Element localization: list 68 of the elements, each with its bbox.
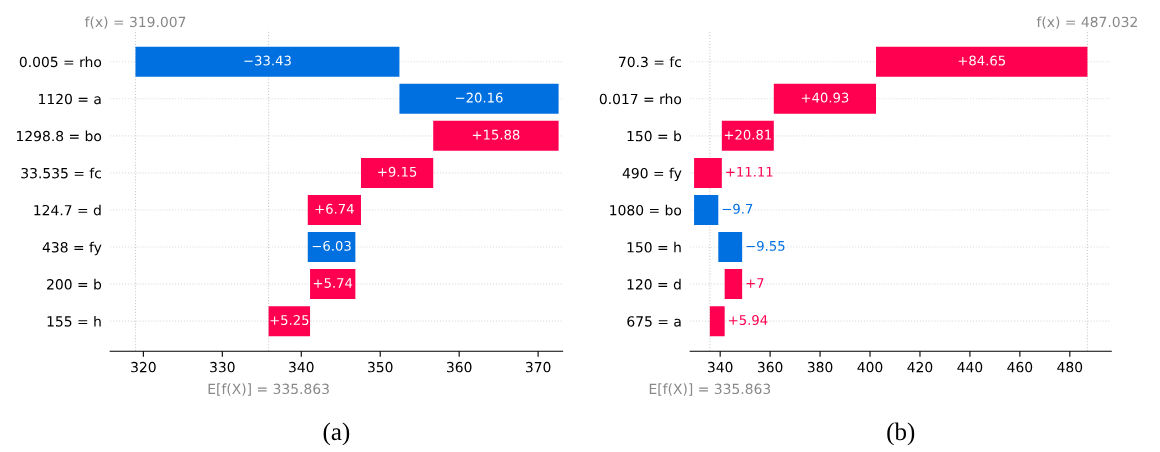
data-label: +15.88	[472, 129, 520, 140]
bar	[433, 120, 559, 151]
ref-line-label: f(x) = 319.007	[84, 16, 186, 29]
y-tick-label: 0.005 = rho	[19, 56, 102, 68]
y-tick-label: 150 = h	[627, 241, 681, 253]
bar	[310, 269, 356, 300]
text: (b)	[887, 422, 915, 446]
ref-line-label: f(x) = 487.032	[1036, 16, 1137, 29]
x-tick-label: 350	[368, 361, 393, 373]
x-tick-label: 360	[446, 361, 472, 373]
bar	[694, 157, 722, 188]
data-label: −9.7	[722, 203, 753, 214]
x-tick-label: 340	[707, 361, 733, 373]
x-tick-label: 420	[907, 361, 933, 373]
y-tick-label: 1298.8 = bo	[17, 130, 102, 142]
data-label: +40.93	[801, 92, 849, 103]
bar	[718, 232, 743, 263]
data-label: +11.11	[726, 166, 773, 177]
bar	[694, 194, 719, 225]
x-tick-label: 330	[210, 361, 235, 373]
y-tick-label: 490 = fy	[622, 167, 682, 182]
data-label: +6.74	[315, 203, 354, 214]
data-label: +84.65	[958, 55, 1005, 66]
data-label: +20.81	[724, 129, 772, 140]
bar	[307, 194, 361, 225]
bar	[307, 232, 356, 263]
y-tick-label: 438 = fy	[42, 241, 102, 256]
y-tick-label: 1080 = bo	[610, 204, 682, 216]
ref-line-label: E[f(X)] = 335.863	[649, 383, 771, 396]
x-tick-label: 340	[289, 361, 314, 373]
bar	[709, 306, 725, 337]
x-tick-label: 360	[757, 361, 783, 373]
y-tick-label: 33.535 = fc	[21, 167, 102, 179]
ref-line-label: E[f(X)] = 335.863	[208, 383, 329, 396]
x-tick-label: 320	[131, 361, 156, 373]
data-label: +9.15	[378, 166, 417, 177]
x-tick-label: 400	[857, 361, 883, 373]
y-tick-label: 70.3 = fc	[619, 56, 682, 68]
x-tick-label: 370	[525, 361, 551, 373]
data-label: +7	[746, 278, 764, 288]
x-tick-label: 440	[957, 361, 983, 373]
y-tick-label: 200 = b	[47, 278, 102, 290]
bar	[724, 269, 743, 300]
y-tick-label: 155 = h	[47, 315, 101, 327]
bar	[360, 157, 434, 188]
bar	[721, 120, 774, 151]
bar	[876, 46, 1088, 77]
x-tick-label: 460	[1007, 361, 1033, 373]
data-label: −9.55	[746, 240, 785, 251]
data-label: −20.16	[456, 92, 503, 103]
bar	[268, 306, 311, 337]
data-label: +5.74	[313, 278, 353, 288]
data-label: +5.94	[729, 315, 768, 326]
data-label: −6.03	[312, 240, 351, 251]
data-label: −33.43	[244, 55, 291, 66]
x-tick-label: 480	[1057, 361, 1083, 373]
x-tick-label: 380	[807, 361, 833, 373]
y-tick-label: 120 = d	[627, 278, 681, 290]
y-tick-label: 150 = b	[627, 130, 682, 142]
y-tick-label: 124.7 = d	[34, 204, 101, 216]
bar	[773, 83, 877, 114]
y-tick-label: 1120 = a	[39, 93, 101, 105]
data-label: +5.25	[270, 315, 309, 326]
y-tick-label: 675 = a	[627, 316, 681, 327]
bar	[399, 83, 559, 114]
bar	[135, 46, 400, 77]
y-tick-label: 0.017 = rho	[599, 93, 682, 105]
text: (a)	[323, 422, 350, 446]
